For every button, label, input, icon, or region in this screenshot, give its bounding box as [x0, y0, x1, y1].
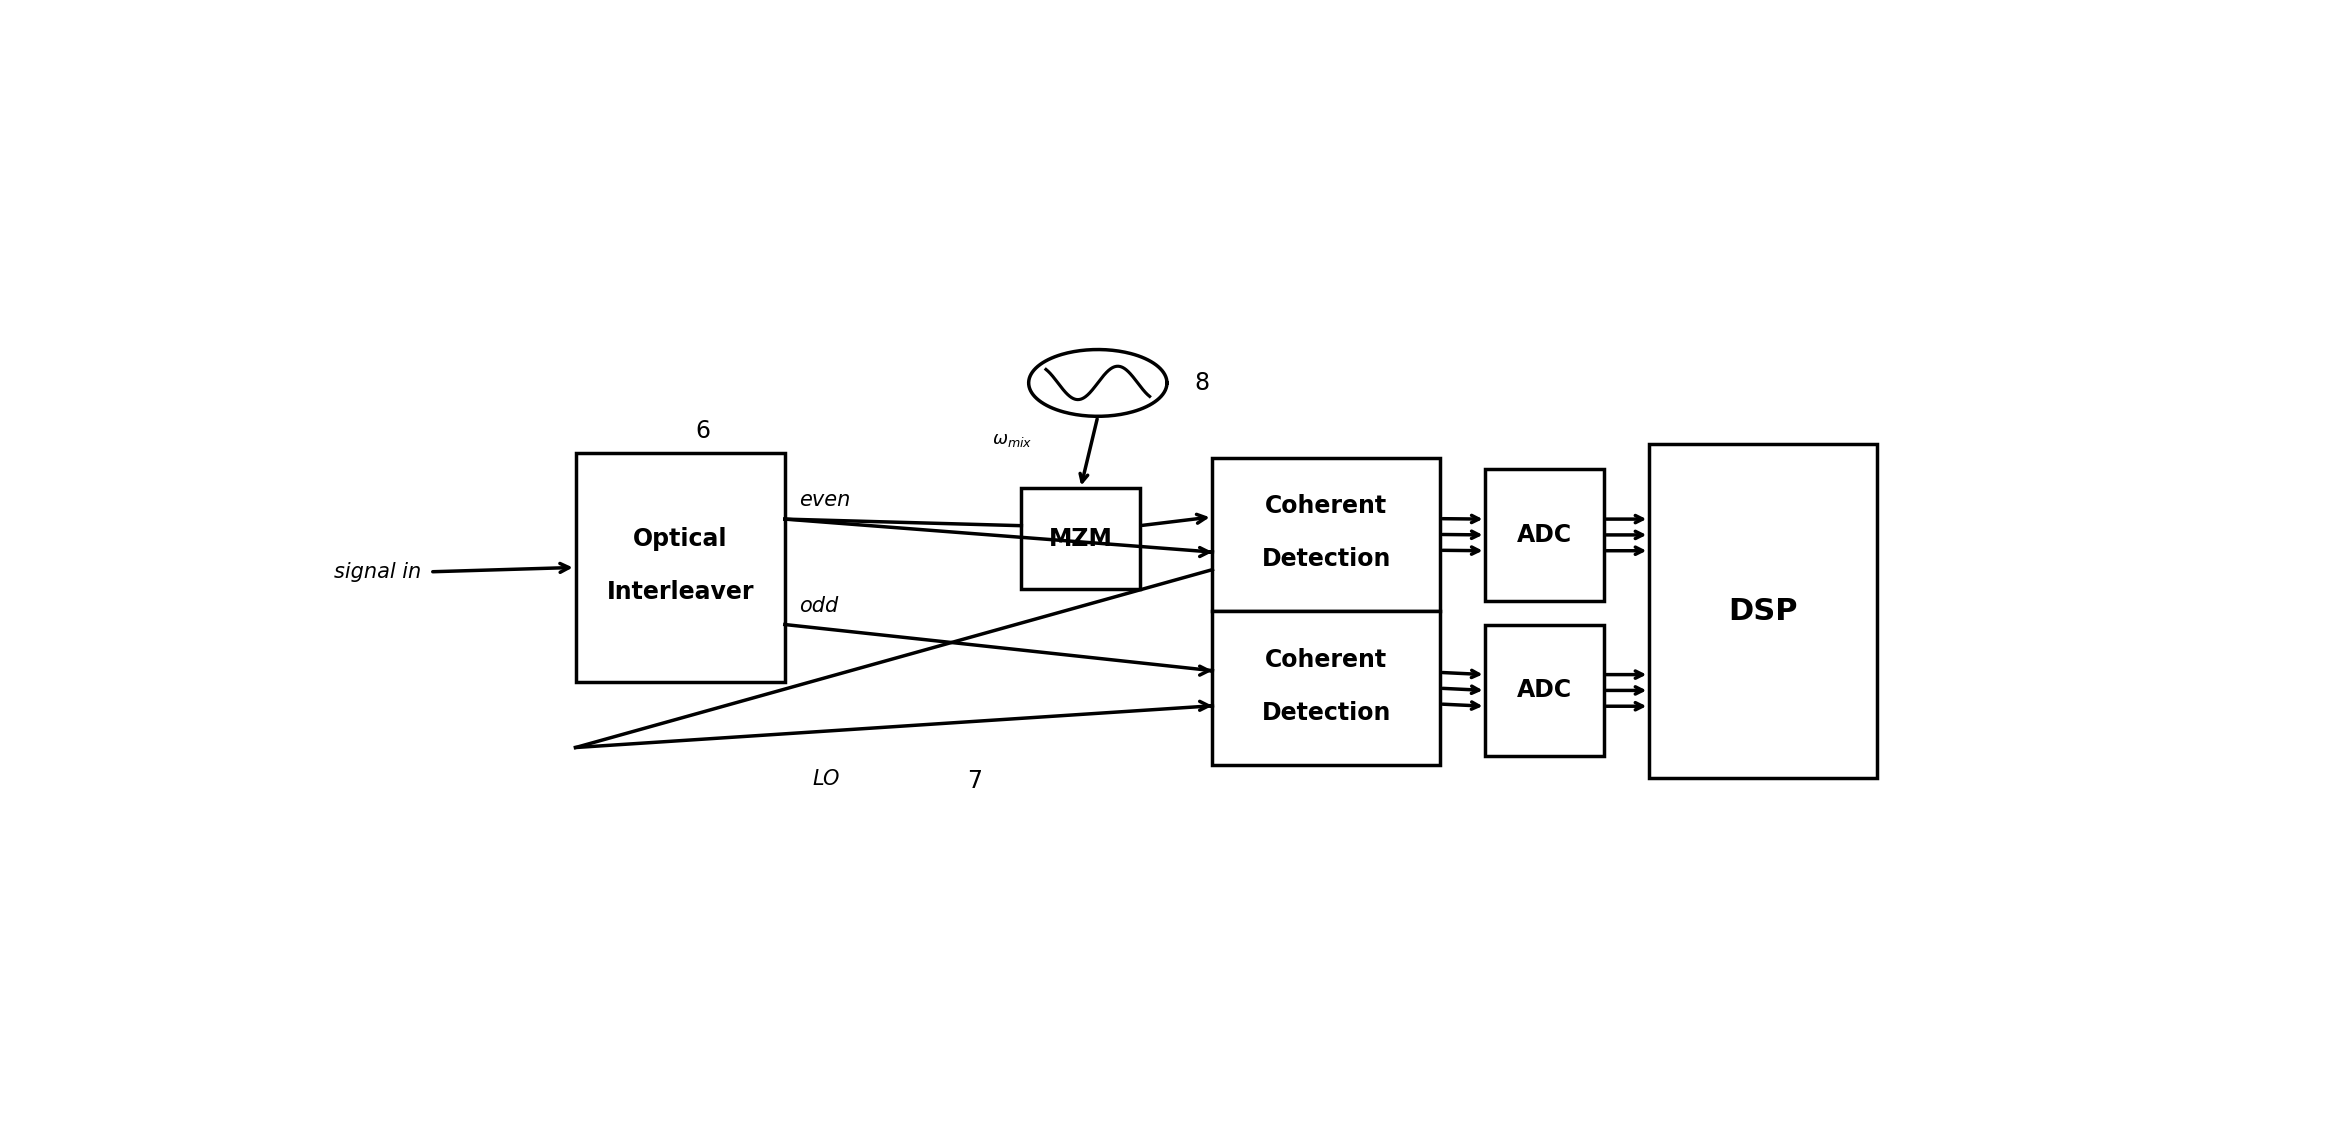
Text: $\omega_{mix}$: $\omega_{mix}$ [993, 431, 1033, 450]
Text: MZM: MZM [1050, 527, 1113, 551]
Text: Detection: Detection [1261, 547, 1390, 572]
Text: signal in: signal in [333, 561, 420, 582]
Text: Coherent: Coherent [1266, 494, 1388, 518]
Bar [1212, 458, 1439, 612]
Bar [1648, 444, 1876, 778]
Text: LO: LO [812, 769, 841, 790]
Text: Optical: Optical [634, 527, 728, 551]
Text: Detection: Detection [1261, 701, 1390, 725]
Text: 6: 6 [695, 419, 711, 443]
Text: ADC: ADC [1517, 523, 1573, 547]
Bar [1021, 488, 1139, 590]
Bar [575, 453, 784, 681]
Text: Interleaver: Interleaver [606, 580, 754, 604]
Text: Coherent: Coherent [1266, 648, 1388, 672]
Text: ADC: ADC [1517, 679, 1573, 703]
Bar [1486, 469, 1604, 601]
Text: 7: 7 [967, 769, 981, 793]
Bar [1486, 624, 1604, 756]
Text: odd: odd [798, 596, 838, 616]
Text: 8: 8 [1195, 371, 1209, 395]
Text: DSP: DSP [1728, 597, 1799, 626]
Bar [1212, 612, 1439, 766]
Text: even: even [798, 491, 850, 510]
